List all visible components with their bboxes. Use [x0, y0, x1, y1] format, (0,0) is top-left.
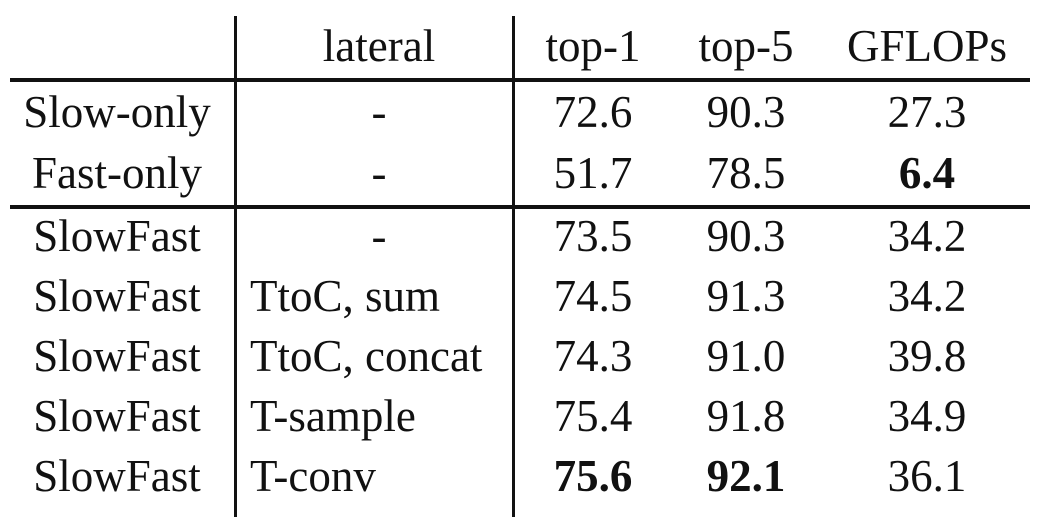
lateral-cell: -	[371, 211, 387, 261]
top1-cell: 75.6	[553, 451, 633, 501]
method-cell: Slow-only	[23, 87, 211, 137]
header-lateral: lateral	[322, 21, 436, 71]
lateral-cell: T-sample	[250, 391, 416, 441]
top5-cell: 90.3	[706, 87, 786, 137]
top5-cell: 91.0	[706, 331, 786, 381]
column-divider-method	[234, 16, 237, 517]
top5-cell: 92.1	[706, 451, 786, 501]
method-cell: SlowFast	[33, 331, 201, 381]
lateral-cell: TtoC, sum	[250, 271, 441, 321]
gflops-cell: 34.2	[887, 211, 967, 261]
header-gflops: GFLOPs	[846, 21, 1008, 71]
top5-cell: 78.5	[706, 148, 786, 198]
top1-cell: 72.6	[553, 87, 633, 137]
column-divider-lateral	[512, 16, 515, 517]
top1-cell: 74.3	[553, 331, 633, 381]
method-cell: SlowFast	[33, 391, 201, 441]
header-method	[0, 16, 234, 76]
method-cell: SlowFast	[33, 451, 201, 501]
gflops-cell: 27.3	[887, 87, 967, 137]
top5-cell: 90.3	[706, 211, 786, 261]
header-top1: top-1	[545, 21, 641, 71]
group-rule	[10, 205, 1030, 209]
header-top5: top-5	[698, 21, 794, 71]
top1-cell: 51.7	[553, 148, 633, 198]
top5-cell: 91.8	[706, 391, 786, 441]
top1-cell: 74.5	[553, 271, 633, 321]
top5-cell: 91.3	[706, 271, 786, 321]
gflops-cell: 36.1	[887, 451, 967, 501]
top1-cell: 75.4	[553, 391, 633, 441]
gflops-cell: 34.2	[887, 271, 967, 321]
gflops-cell: 6.4	[898, 148, 956, 198]
top1-cell: 73.5	[553, 211, 633, 261]
lateral-cell: TtoC, concat	[250, 331, 483, 381]
header-rule	[10, 78, 1030, 82]
gflops-cell: 34.9	[887, 391, 967, 441]
method-cell: Fast-only	[31, 148, 202, 198]
method-cell: SlowFast	[33, 271, 201, 321]
lateral-cell: -	[371, 87, 387, 137]
lateral-cell: T-conv	[250, 451, 376, 501]
lateral-cell: -	[371, 148, 387, 198]
gflops-cell: 39.8	[887, 331, 967, 381]
method-cell: SlowFast	[33, 211, 201, 261]
